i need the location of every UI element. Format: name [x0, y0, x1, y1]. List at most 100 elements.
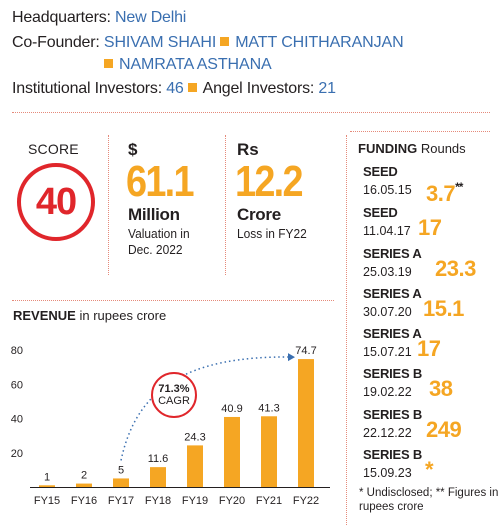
x-tick-label: FY17: [108, 495, 134, 507]
funding-round: SERIES B 22.12.22 249: [363, 407, 493, 442]
funding-amount-value: 15.1: [423, 296, 464, 321]
valuation-note-line: Valuation in: [128, 226, 190, 241]
bar: [298, 359, 314, 487]
divider: [350, 131, 490, 132]
cagr-badge: 71.3% CAGR: [151, 372, 197, 418]
funding-round: SERIES A 30.07.20 15.1: [363, 287, 493, 320]
funding-amount-mark: **: [455, 180, 463, 194]
investors-line: Institutional Investors: 46 Angel Investo…: [12, 79, 336, 99]
cofounder-line: Co-Founder: SHIVAM SHAHI MATT CHITHARANJA…: [12, 33, 404, 53]
cofounder-label: Co-Founder:: [12, 34, 100, 51]
bar-value-label: 24.3: [184, 431, 205, 443]
valuation-note: Valuation in Dec. 2022: [128, 226, 190, 258]
funding-date: 15.07.21: [363, 345, 412, 359]
funding-amount: 17: [417, 338, 441, 360]
funding-round: SEED 11.04.17 17: [363, 205, 493, 240]
funding-amount: 15.1: [423, 298, 464, 320]
funding-date: 15.09.23: [363, 466, 412, 480]
funding-round: SEED 16.05.15 3.7**: [363, 164, 493, 205]
bar-value-label: 41.3: [258, 402, 279, 414]
inst-investors-label: Institutional Investors:: [12, 80, 162, 97]
headquarters-line: Headquarters: New Delhi: [12, 8, 186, 28]
score-badge: 40: [17, 163, 95, 241]
funding-footnote: * Undisclosed; ** Figures in rupees cror…: [359, 486, 499, 514]
funding-amount-value: 3.7: [426, 181, 456, 206]
funding-amount-value: 23.3: [435, 256, 476, 281]
bar-value-label: 40.9: [221, 403, 242, 415]
bar: [150, 467, 166, 487]
funding-date: 22.12.22: [363, 426, 412, 440]
cofounder-line-2: NAMRATA ASTHANA: [100, 55, 272, 75]
funding-date: 30.07.20: [363, 305, 412, 319]
valuation-note-line: Dec. 2022: [128, 242, 183, 257]
divider: [12, 300, 334, 301]
funding-series: SERIES A: [363, 326, 422, 341]
x-tick-label: FY21: [256, 495, 282, 507]
score-value: 40: [35, 180, 77, 223]
divider: [12, 112, 490, 113]
bar: [39, 485, 55, 487]
hq-label: Headquarters:: [12, 9, 111, 26]
footnote-line: * Undisclosed; ** Figures in: [359, 487, 499, 499]
funding-series: SEED: [363, 205, 398, 220]
valuation-value: 61.1: [126, 157, 194, 206]
loss-value: 12.2: [235, 157, 303, 206]
revenue-bar-chart: 20 40 60 80 1 FY15 2 FY16 5 FY17 11.6 FY18 24.3 FY19 4…: [11, 345, 330, 507]
y-tick-label: 60: [11, 379, 23, 391]
funding-series: SERIES B: [363, 447, 423, 462]
divider: [225, 135, 226, 275]
funding-amount-value: 17: [418, 215, 442, 240]
funding-round: SERIES B 19.02.22 38: [363, 366, 493, 401]
bar-value-label: 5: [118, 464, 124, 476]
inst-investors-value: 46: [166, 80, 184, 97]
loss-note: Loss in FY22: [237, 226, 307, 241]
funding-title: FUNDING Rounds: [358, 141, 466, 156]
divider: [346, 135, 347, 525]
x-tick-label: FY16: [71, 495, 97, 507]
loss-unit: Crore: [237, 205, 281, 224]
arrow-head-icon: [288, 353, 295, 362]
funding-date: 25.03.19: [363, 265, 412, 279]
bar: [187, 445, 203, 487]
funding-amount-value: 249: [426, 417, 462, 442]
funding-date: 11.04.17: [363, 224, 411, 238]
divider: [108, 135, 109, 275]
funding-date: 19.02.22: [363, 385, 412, 399]
y-tick-label: 20: [11, 448, 23, 460]
loss-currency: Rs: [237, 140, 259, 159]
funding-title-bold: FUNDING: [358, 141, 418, 156]
cagr-value: 71.3%: [158, 383, 190, 395]
funding-date: 16.05.15: [363, 183, 412, 197]
funding-series: SERIES B: [363, 366, 423, 381]
y-tick-label: 80: [11, 345, 23, 357]
x-tick-label: FY18: [145, 495, 171, 507]
score-label: SCORE: [28, 141, 79, 157]
bar-value-label: 1: [44, 471, 50, 483]
funding-round: SERIES A 25.03.19 23.3: [363, 246, 493, 280]
cofounder-name: SHIVAM SHAHI: [103, 34, 217, 51]
bullet-square-icon: [104, 59, 113, 68]
valuation-unit: Million: [128, 205, 180, 224]
funding-amount-value: 38: [429, 376, 453, 401]
x-tick-label: FY15: [34, 495, 60, 507]
bar-value-label: 2: [81, 470, 87, 482]
footnote-line: rupees crore: [359, 501, 424, 513]
funding-title-rest: Rounds: [420, 141, 466, 156]
bar: [224, 416, 240, 487]
funding-amount: 249: [426, 417, 462, 442]
angel-investors-label: Angel Investors:: [202, 80, 315, 97]
revenue-title-bold: REVENUE: [13, 308, 76, 323]
bar-value-label: 74.7: [295, 345, 316, 357]
funding-series: SEED: [363, 164, 398, 179]
y-tick-label: 40: [11, 414, 23, 426]
funding-amount: 23.3: [435, 258, 476, 280]
bar: [113, 478, 129, 487]
funding-series: SERIES B: [363, 407, 423, 422]
hq-value: New Delhi: [115, 9, 187, 26]
funding-series: SERIES A: [363, 246, 422, 261]
cagr-label: CAGR: [158, 395, 190, 407]
funding-amount: 17: [418, 215, 442, 240]
funding-amount: 3.7**: [426, 176, 463, 206]
x-tick-label: FY22: [293, 495, 319, 507]
revenue-title-rest: in rupees crore: [79, 308, 167, 323]
